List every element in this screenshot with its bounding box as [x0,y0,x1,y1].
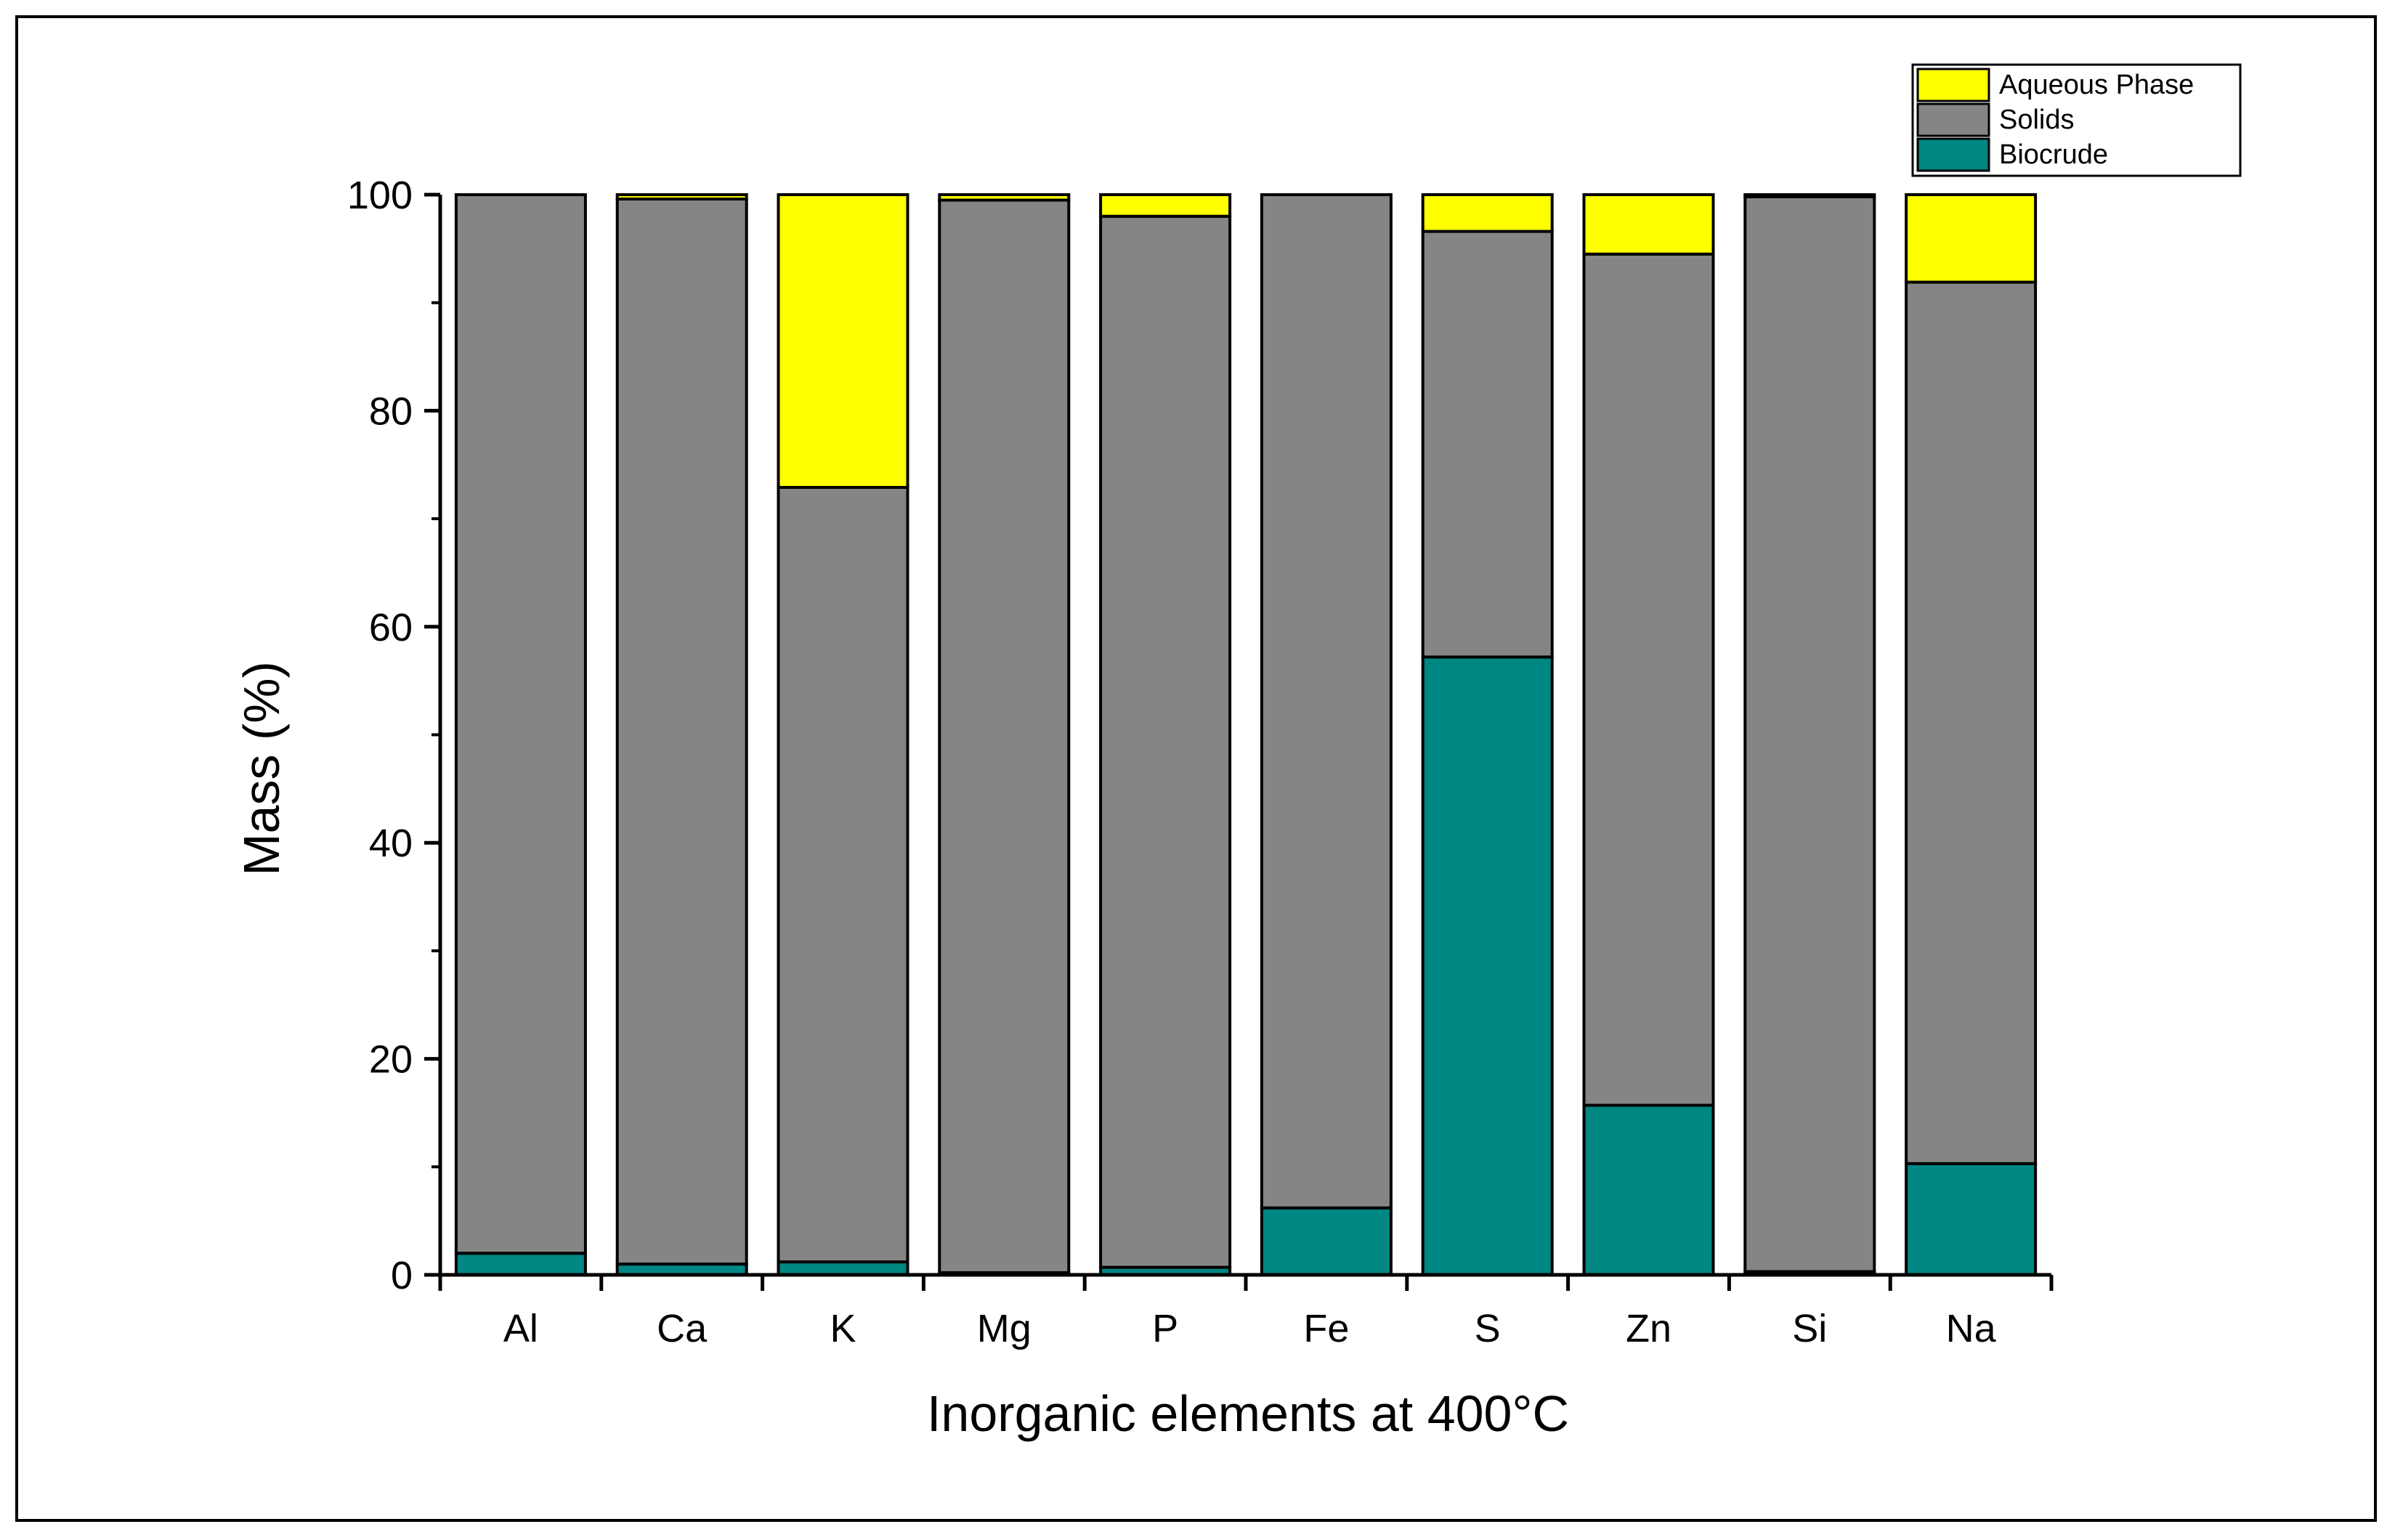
bar-biocrude-k [777,1260,909,1277]
bar-group-p [1099,193,1232,1276]
bar-group-mg [938,193,1071,1277]
bar-group-k [777,193,909,1277]
x-ticks: Al Ca K Mg P Fe S Zn Si Na [438,1275,2054,1350]
x-axis-title: Inorganic elements at 400°C [927,1385,1569,1442]
bar-solids-mg [938,198,1071,1275]
legend-swatch-aqueous-phase [1916,68,1990,102]
y-tick-label: 40 [369,822,413,865]
bar-aqueous-phase-zn [1582,193,1715,256]
bar-solids-si [1743,195,1876,1273]
legend-swatch-solids [1916,102,1990,137]
y-axis-title: Mass (%) [233,661,290,876]
bar-group-al [454,193,587,1277]
y-tick-label: 60 [369,606,413,649]
x-tick-label: Si [1792,1307,1827,1350]
y-tick-label: 100 [347,174,413,217]
legend-swatch-biocrude [1916,137,1990,172]
x-tick-label: Zn [1626,1307,1671,1350]
bars-layer [454,193,2038,1277]
bar-aqueous-phase-s [1421,193,1554,233]
bar-group-fe [1260,193,1393,1277]
bar-biocrude-s [1421,655,1554,1276]
bar-aqueous-phase-si [1743,193,1876,198]
bar-aqueous-phase-p [1099,193,1232,218]
bar-biocrude-na [1905,1162,2038,1276]
bar-solids-zn [1582,252,1715,1107]
bar-group-si [1743,193,1876,1277]
y-tick-label: 0 [391,1254,413,1297]
bar-biocrude-zn [1582,1103,1715,1277]
bar-aqueous-phase-na [1905,193,2038,284]
bar-solids-al [454,193,587,1255]
bar-solids-fe [1260,193,1393,1209]
bar-group-s [1421,193,1554,1276]
x-tick-label: Ca [657,1307,708,1350]
bar-solids-k [777,485,909,1264]
chart-frame [15,15,2377,1522]
x-tick-label: S [1475,1307,1501,1350]
bar-aqueous-phase-ca [615,193,748,200]
bar-aqueous-phase-k [777,193,909,489]
legend-label: Solids [1999,105,2075,135]
x-tick-label: Al [503,1307,538,1350]
legend-items: Aqueous Phase Solids Biocrude [1916,68,2194,172]
bar-group-zn [1582,193,1715,1277]
bar-solids-s [1421,230,1554,659]
y-tick-label: 80 [369,389,413,433]
x-tick-label: Fe [1303,1307,1349,1350]
bar-solids-na [1905,280,2038,1165]
legend-label: Aqueous Phase [1999,70,2194,100]
x-tick-label: Na [1946,1307,1997,1350]
bar-biocrude-al [454,1252,587,1277]
legend: Aqueous Phase Solids Biocrude [1911,63,2242,177]
bar-solids-p [1099,214,1232,1269]
y-ticks: 0 20 40 60 80 100 [347,174,440,1297]
bar-group-ca [615,193,748,1277]
x-tick-label: Mg [977,1307,1032,1350]
bar-solids-ca [615,197,748,1266]
legend-label: Biocrude [1999,139,2108,170]
x-tick-label: K [830,1307,856,1350]
bar-biocrude-fe [1260,1206,1393,1277]
bar-aqueous-phase-mg [938,193,1071,202]
y-tick-label: 20 [369,1038,413,1082]
x-tick-label: P [1152,1307,1178,1350]
bar-group-na [1905,193,2038,1276]
